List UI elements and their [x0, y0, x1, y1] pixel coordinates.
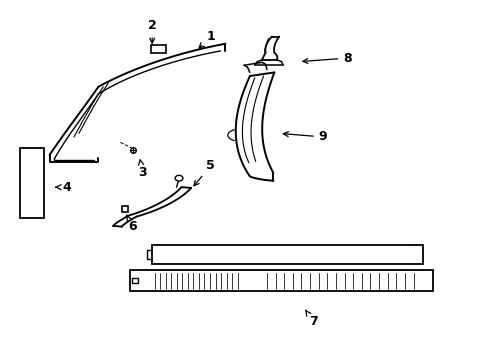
Text: 4: 4	[56, 181, 71, 194]
Bar	[152, 244, 423, 264]
Text: 3: 3	[138, 160, 147, 179]
Text: 5: 5	[194, 159, 215, 186]
Text: 1: 1	[199, 30, 215, 48]
Circle shape	[175, 175, 183, 181]
Bar	[132, 278, 138, 283]
Text: 6: 6	[126, 215, 137, 233]
Bar	[20, 148, 44, 218]
Bar	[151, 45, 166, 53]
Text: 7: 7	[305, 310, 318, 328]
Bar	[130, 270, 433, 291]
Text: 2: 2	[148, 19, 156, 43]
Text: 9: 9	[283, 130, 327, 144]
Text: 8: 8	[303, 51, 352, 64]
